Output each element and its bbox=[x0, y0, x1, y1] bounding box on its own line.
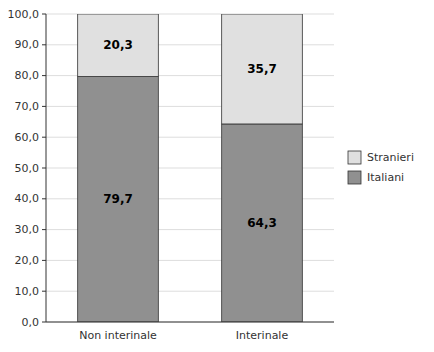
legend-swatch bbox=[348, 151, 361, 164]
y-tick-label: 40,0 bbox=[15, 192, 40, 205]
y-tick bbox=[42, 322, 46, 323]
y-tick bbox=[42, 291, 46, 292]
y-tick bbox=[42, 106, 46, 107]
y-tick bbox=[42, 14, 46, 15]
y-tick bbox=[42, 229, 46, 230]
data-label: 79,7 bbox=[103, 192, 133, 206]
y-tick-label: 50,0 bbox=[15, 162, 40, 175]
y-tick bbox=[42, 260, 46, 261]
data-labels: 79,7 64,3 20,3 35,7 bbox=[103, 38, 277, 230]
data-label: 35,7 bbox=[247, 62, 277, 76]
legend-swatch bbox=[348, 171, 361, 184]
grid bbox=[46, 14, 334, 322]
bar bbox=[78, 14, 159, 77]
legend-label: Italiani bbox=[367, 171, 404, 184]
y-tick-label: 90,0 bbox=[15, 38, 40, 51]
x-tick-label: Non interinale bbox=[79, 329, 157, 342]
bar bbox=[222, 14, 303, 124]
legend-label: Stranieri bbox=[367, 151, 414, 164]
chart: 79,7 64,3 20,3 35,7 0,0 10,0 20,0 30,0 40,0 50,0 6… bbox=[0, 0, 434, 352]
y-tick bbox=[42, 137, 46, 138]
y-tick-label: 60,0 bbox=[15, 131, 40, 144]
y-tick-label: 10,0 bbox=[15, 285, 40, 298]
x-tick-label: Interinale bbox=[236, 329, 289, 342]
y-tick-label: 70,0 bbox=[15, 100, 40, 113]
axes: 0,0 10,0 20,0 30,0 40,0 50,0 60,0 70,0 80,0 90,0 1… bbox=[8, 8, 335, 343]
y-tick bbox=[42, 44, 46, 45]
grid-line bbox=[46, 322, 334, 323]
y-tick bbox=[42, 198, 46, 199]
y-tick bbox=[42, 168, 46, 169]
legend: Stranieri Italiani bbox=[348, 151, 414, 184]
y-tick-label: 80,0 bbox=[15, 69, 40, 82]
y-tick-label: 100,0 bbox=[8, 8, 40, 21]
data-label: 64,3 bbox=[247, 216, 277, 230]
data-label: 20,3 bbox=[103, 38, 133, 52]
bar bbox=[222, 124, 303, 322]
bar bbox=[78, 77, 159, 322]
y-tick bbox=[42, 75, 46, 76]
y-tick-label: 30,0 bbox=[15, 223, 40, 236]
y-tick-label: 20,0 bbox=[15, 254, 40, 267]
x-axis-line bbox=[46, 322, 334, 323]
bars bbox=[78, 14, 303, 322]
y-tick-label: 0,0 bbox=[22, 316, 40, 329]
